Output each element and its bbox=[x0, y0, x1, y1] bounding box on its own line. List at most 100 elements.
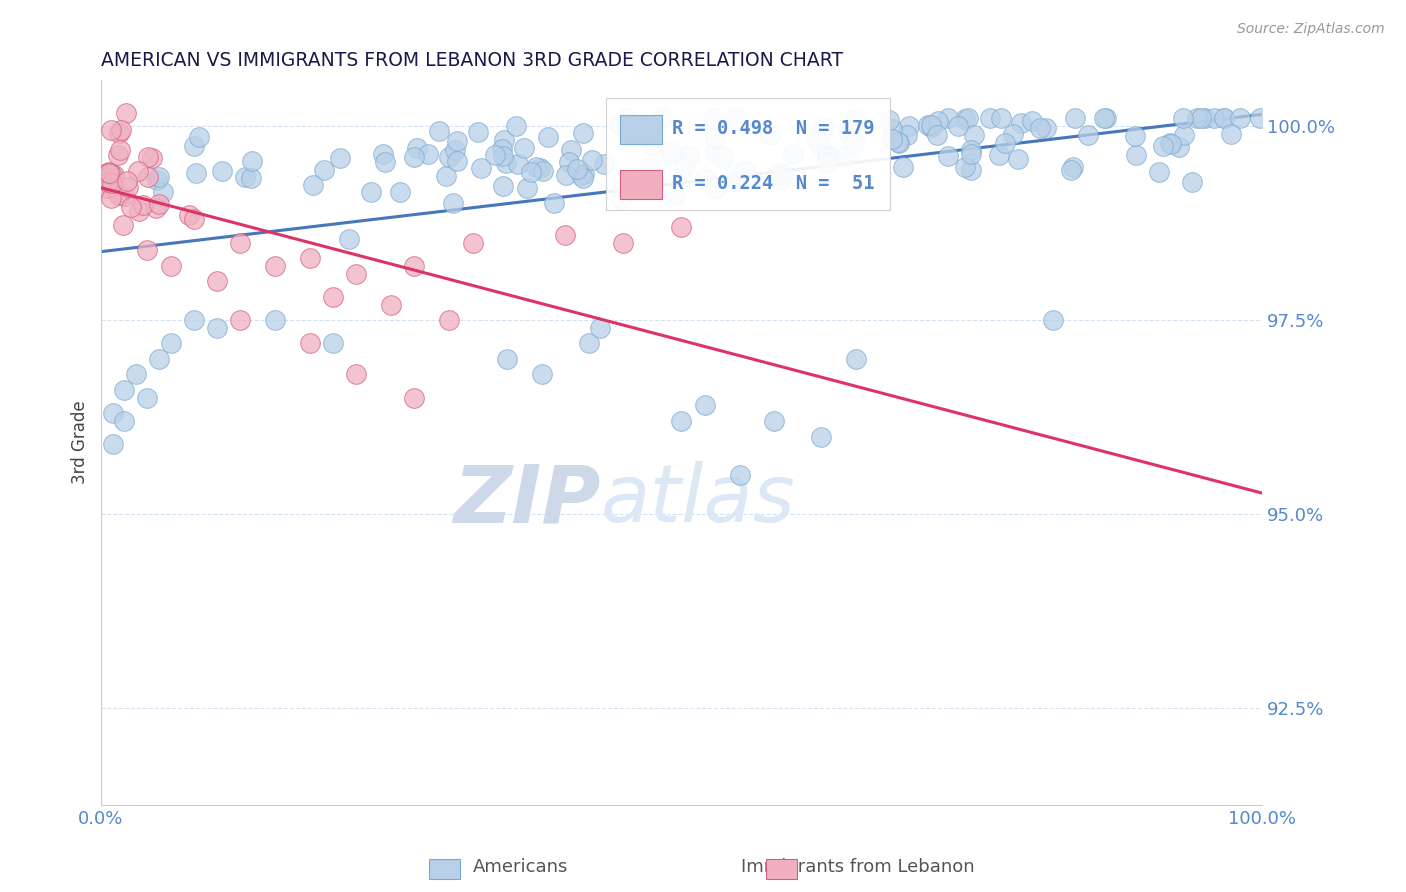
Point bbox=[112, 383, 135, 397]
Point bbox=[529, 161, 551, 175]
Point bbox=[880, 122, 903, 136]
Point bbox=[612, 235, 634, 250]
Point bbox=[808, 138, 831, 153]
Point bbox=[734, 164, 756, 178]
Point bbox=[725, 175, 748, 189]
Point bbox=[339, 232, 361, 246]
Point bbox=[177, 208, 200, 222]
Point bbox=[659, 145, 682, 159]
Point bbox=[842, 136, 865, 150]
Point bbox=[1010, 116, 1032, 130]
Point bbox=[264, 313, 287, 327]
Point bbox=[211, 163, 233, 178]
Point bbox=[920, 120, 942, 134]
Point bbox=[1159, 136, 1181, 150]
Point bbox=[314, 163, 336, 178]
Point bbox=[959, 146, 981, 161]
Point bbox=[506, 157, 529, 171]
FancyBboxPatch shape bbox=[620, 115, 662, 145]
Point bbox=[1123, 128, 1146, 143]
Point bbox=[103, 168, 125, 182]
Point bbox=[404, 259, 426, 273]
Point bbox=[128, 204, 150, 219]
Point bbox=[1229, 112, 1251, 126]
Point bbox=[470, 161, 492, 175]
Point bbox=[389, 185, 412, 199]
Point bbox=[1173, 128, 1195, 142]
Text: Source: ZipAtlas.com: Source: ZipAtlas.com bbox=[1237, 22, 1385, 37]
Point bbox=[1212, 112, 1234, 126]
Point bbox=[1173, 112, 1195, 126]
Point bbox=[806, 132, 828, 146]
Text: Americans: Americans bbox=[472, 858, 568, 876]
Point bbox=[960, 143, 983, 157]
Point bbox=[159, 336, 181, 351]
Point bbox=[404, 391, 426, 405]
Point bbox=[891, 160, 914, 174]
Point bbox=[100, 123, 122, 137]
Point bbox=[554, 227, 576, 242]
Point bbox=[560, 143, 582, 157]
Point bbox=[1007, 152, 1029, 166]
Point bbox=[987, 148, 1010, 162]
Point bbox=[662, 147, 685, 161]
Point bbox=[360, 185, 382, 199]
Point bbox=[960, 162, 983, 177]
Point bbox=[117, 180, 139, 194]
Point bbox=[467, 125, 489, 139]
Point bbox=[322, 336, 344, 351]
Point bbox=[183, 212, 205, 227]
Point bbox=[183, 313, 205, 327]
Point bbox=[205, 321, 228, 335]
Point bbox=[581, 153, 603, 167]
Point bbox=[896, 128, 918, 142]
Point bbox=[404, 150, 426, 164]
Point bbox=[1147, 165, 1170, 179]
Point bbox=[537, 130, 560, 145]
Point bbox=[897, 120, 920, 134]
Point bbox=[1189, 112, 1212, 126]
Point bbox=[1213, 112, 1236, 126]
Point bbox=[531, 368, 554, 382]
Point bbox=[159, 259, 181, 273]
Point bbox=[108, 126, 131, 140]
Point bbox=[612, 181, 634, 195]
Point bbox=[239, 171, 262, 186]
Point bbox=[956, 112, 979, 126]
Point bbox=[107, 148, 129, 162]
Point bbox=[100, 191, 122, 205]
Point bbox=[614, 112, 637, 126]
Point bbox=[1092, 112, 1115, 126]
Point bbox=[994, 136, 1017, 151]
Point bbox=[97, 164, 120, 178]
Point bbox=[298, 251, 321, 265]
Point bbox=[728, 468, 751, 483]
Point bbox=[578, 336, 600, 351]
Point bbox=[184, 166, 207, 180]
Point bbox=[117, 174, 139, 188]
Point bbox=[1021, 114, 1043, 128]
Point bbox=[1125, 147, 1147, 161]
Point bbox=[643, 139, 665, 153]
Point bbox=[1042, 313, 1064, 327]
Point bbox=[461, 235, 484, 250]
Point bbox=[441, 196, 464, 211]
Point bbox=[484, 147, 506, 161]
Point bbox=[329, 152, 352, 166]
Point bbox=[1095, 112, 1118, 126]
Point bbox=[446, 134, 468, 148]
Point bbox=[963, 128, 986, 142]
Point bbox=[925, 128, 948, 142]
Point bbox=[610, 193, 633, 207]
Point bbox=[769, 165, 792, 179]
Point bbox=[927, 113, 949, 128]
Point bbox=[125, 368, 148, 382]
Point bbox=[302, 178, 325, 193]
Point bbox=[815, 150, 838, 164]
Point bbox=[97, 166, 120, 180]
Text: atlas: atlas bbox=[600, 461, 794, 540]
Point bbox=[1077, 128, 1099, 143]
Point bbox=[100, 176, 122, 190]
Point bbox=[1168, 140, 1191, 154]
Point bbox=[322, 290, 344, 304]
